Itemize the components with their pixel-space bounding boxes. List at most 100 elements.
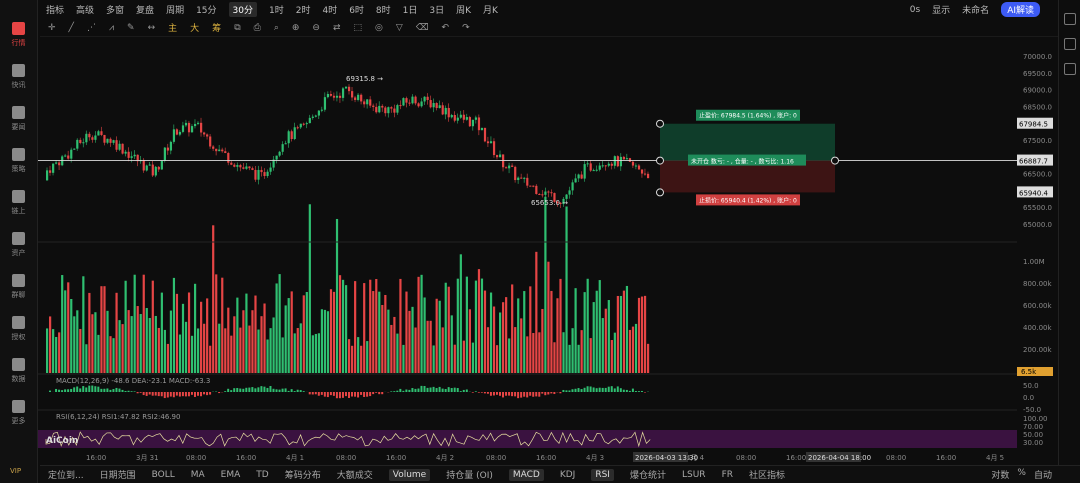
candle-body xyxy=(311,116,314,118)
tool-大[interactable]: 大 xyxy=(190,24,200,34)
indicator-大额成交[interactable]: 大额成交 xyxy=(336,471,373,481)
indicator-持仓量 (OI)[interactable]: 持仓量 (OI) xyxy=(446,471,493,481)
macd-bar xyxy=(492,392,495,396)
candle-body xyxy=(305,123,308,125)
volume-bar xyxy=(55,336,58,373)
period-指标[interactable]: 指标 xyxy=(46,6,65,16)
indicator-TD[interactable]: TD xyxy=(256,469,269,480)
period-高级[interactable]: 高级 xyxy=(76,6,95,16)
macd-bar xyxy=(296,389,299,392)
nav-item-1[interactable]: 快讯 xyxy=(0,56,38,98)
drawing-toolbar: ✛ ╱ ⋰ ⩘ ✎ ↔ 主 大 筹 ⧉ ⎙ ⌕ ⊕ ⊖ ⇄ ⬚ ◎ ▽ ⌫ ↶ ↷ xyxy=(40,19,1080,37)
chart-tool-icon[interactable]: ⧉ xyxy=(234,22,241,33)
macd-bar xyxy=(224,391,227,392)
volume-bar xyxy=(49,316,52,373)
scale-对数[interactable]: 对数 xyxy=(991,471,1010,481)
draw-tool-icon[interactable]: ╱ xyxy=(68,22,74,33)
volume-bar xyxy=(257,329,260,373)
candle-body xyxy=(489,141,493,144)
chart-area[interactable]: 70000.069500.069000.068500.068000.067500… xyxy=(38,37,1058,465)
period-15分[interactable]: 15分 xyxy=(196,6,217,16)
nav-item-8[interactable]: 数据 xyxy=(0,350,38,392)
chart-tool-icon[interactable]: ⎙ xyxy=(253,22,261,33)
indicator-RSI[interactable]: RSI xyxy=(591,468,614,481)
period-多窗[interactable]: 多窗 xyxy=(106,6,125,16)
period-月K[interactable]: 月K xyxy=(483,6,498,16)
candle-body xyxy=(447,107,450,118)
top-right-2[interactable]: 未命名 xyxy=(962,6,990,16)
nav-item-4[interactable]: 链上 xyxy=(0,182,38,224)
top-right-3[interactable]: AI解读 xyxy=(1001,2,1040,17)
time-tick: 08:00 xyxy=(186,454,206,462)
draw-tool-icon[interactable]: ⋰ xyxy=(86,22,96,33)
nav-item-0[interactable]: 行情 xyxy=(0,14,38,56)
indicator-Volume[interactable]: Volume xyxy=(388,468,431,481)
period-6时[interactable]: 6时 xyxy=(349,6,364,16)
period-3日[interactable]: 3日 xyxy=(429,6,445,16)
macd-bar xyxy=(589,386,592,392)
chart-tool-icon[interactable]: ◎ xyxy=(375,22,383,33)
period-周K[interactable]: 周K xyxy=(456,6,472,16)
chart-tool-icon[interactable]: ⬚ xyxy=(353,22,363,33)
scale-自动[interactable]: 自动 xyxy=(1033,471,1052,481)
indicator-MACD[interactable]: MACD xyxy=(508,468,544,481)
tool-主[interactable]: 主 xyxy=(168,24,178,34)
candle-body xyxy=(526,177,529,186)
period-4时[interactable]: 4时 xyxy=(322,6,338,16)
vip-badge[interactable]: VIP xyxy=(10,467,22,475)
macd-bar xyxy=(541,392,544,394)
candle-body xyxy=(79,139,82,143)
volume-bar xyxy=(601,318,604,373)
indicator-筹码分布[interactable]: 筹码分布 xyxy=(284,471,321,481)
chart-tool-icon[interactable]: ▽ xyxy=(395,22,403,33)
indicator-KDJ[interactable]: KDJ xyxy=(559,469,576,480)
nav-item-7[interactable]: 授权 xyxy=(0,308,38,350)
draw-tool-icon[interactable]: ↔ xyxy=(147,22,156,33)
indicator-定位到...[interactable]: 定位到... xyxy=(48,471,84,481)
nav-item-2[interactable]: 要闻 xyxy=(0,98,38,140)
chart-tool-icon[interactable]: ⌕ xyxy=(273,22,279,33)
layout-icon[interactable] xyxy=(1063,13,1076,25)
chart-tool-icon[interactable]: ⌫ xyxy=(415,22,429,33)
nav-item-9[interactable]: 更多 xyxy=(0,392,38,434)
nav-item-5[interactable]: 资产 xyxy=(0,224,38,266)
volume-bar xyxy=(73,316,76,373)
top-right-0[interactable]: 0s xyxy=(909,4,921,15)
chart-tool-icon[interactable]: ⊖ xyxy=(312,22,320,33)
indicator-爆仓统计[interactable]: 爆仓统计 xyxy=(629,471,666,481)
indicator-MA[interactable]: MA xyxy=(190,469,205,480)
draw-tool-icon[interactable]: ✎ xyxy=(127,22,135,33)
note-icon[interactable] xyxy=(1063,63,1076,75)
indicator-BOLL[interactable]: BOLL xyxy=(151,469,175,480)
draw-tool-icon[interactable]: ✛ xyxy=(48,22,56,33)
indicator-LSUR[interactable]: LSUR xyxy=(681,469,706,480)
right-toolbar xyxy=(1058,0,1080,483)
scale-%[interactable]: % xyxy=(1017,468,1026,478)
period-30分[interactable]: 30分 xyxy=(228,2,257,17)
candle-body xyxy=(187,122,191,133)
chart-tool-icon[interactable]: ⊕ xyxy=(291,22,300,33)
rsi-tick: 50.00 xyxy=(1023,431,1043,439)
chart-tool-icon[interactable]: ↶ xyxy=(441,22,450,33)
window-icon[interactable] xyxy=(1063,38,1076,50)
nav-item-6[interactable]: 群聊 xyxy=(0,266,38,308)
period-1时[interactable]: 1时 xyxy=(268,6,284,16)
indicator-FR[interactable]: FR xyxy=(721,469,733,480)
draw-tool-icon[interactable]: ⩘ xyxy=(108,22,115,33)
indicator-社区指标[interactable]: 社区指标 xyxy=(749,471,786,481)
indicator-EMA[interactable]: EMA xyxy=(220,469,241,480)
chart-tool-icon[interactable]: ⇄ xyxy=(332,22,341,33)
candle-body xyxy=(571,182,574,191)
indicator-日期范围[interactable]: 日期范围 xyxy=(99,471,136,481)
period-2时[interactable]: 2时 xyxy=(295,6,311,16)
chart-tool-icon[interactable]: ↷ xyxy=(462,22,470,33)
nav-item-3[interactable]: 策略 xyxy=(0,140,38,182)
period-1日[interactable]: 1日 xyxy=(402,6,418,16)
period-复盘[interactable]: 复盘 xyxy=(136,6,155,16)
tool-筹[interactable]: 筹 xyxy=(212,24,222,34)
period-周期[interactable]: 周期 xyxy=(166,6,185,16)
top-right-1[interactable]: 显示 xyxy=(932,6,951,16)
candle-body xyxy=(357,94,360,100)
period-8时[interactable]: 8时 xyxy=(375,6,391,16)
candle-body xyxy=(154,166,157,176)
